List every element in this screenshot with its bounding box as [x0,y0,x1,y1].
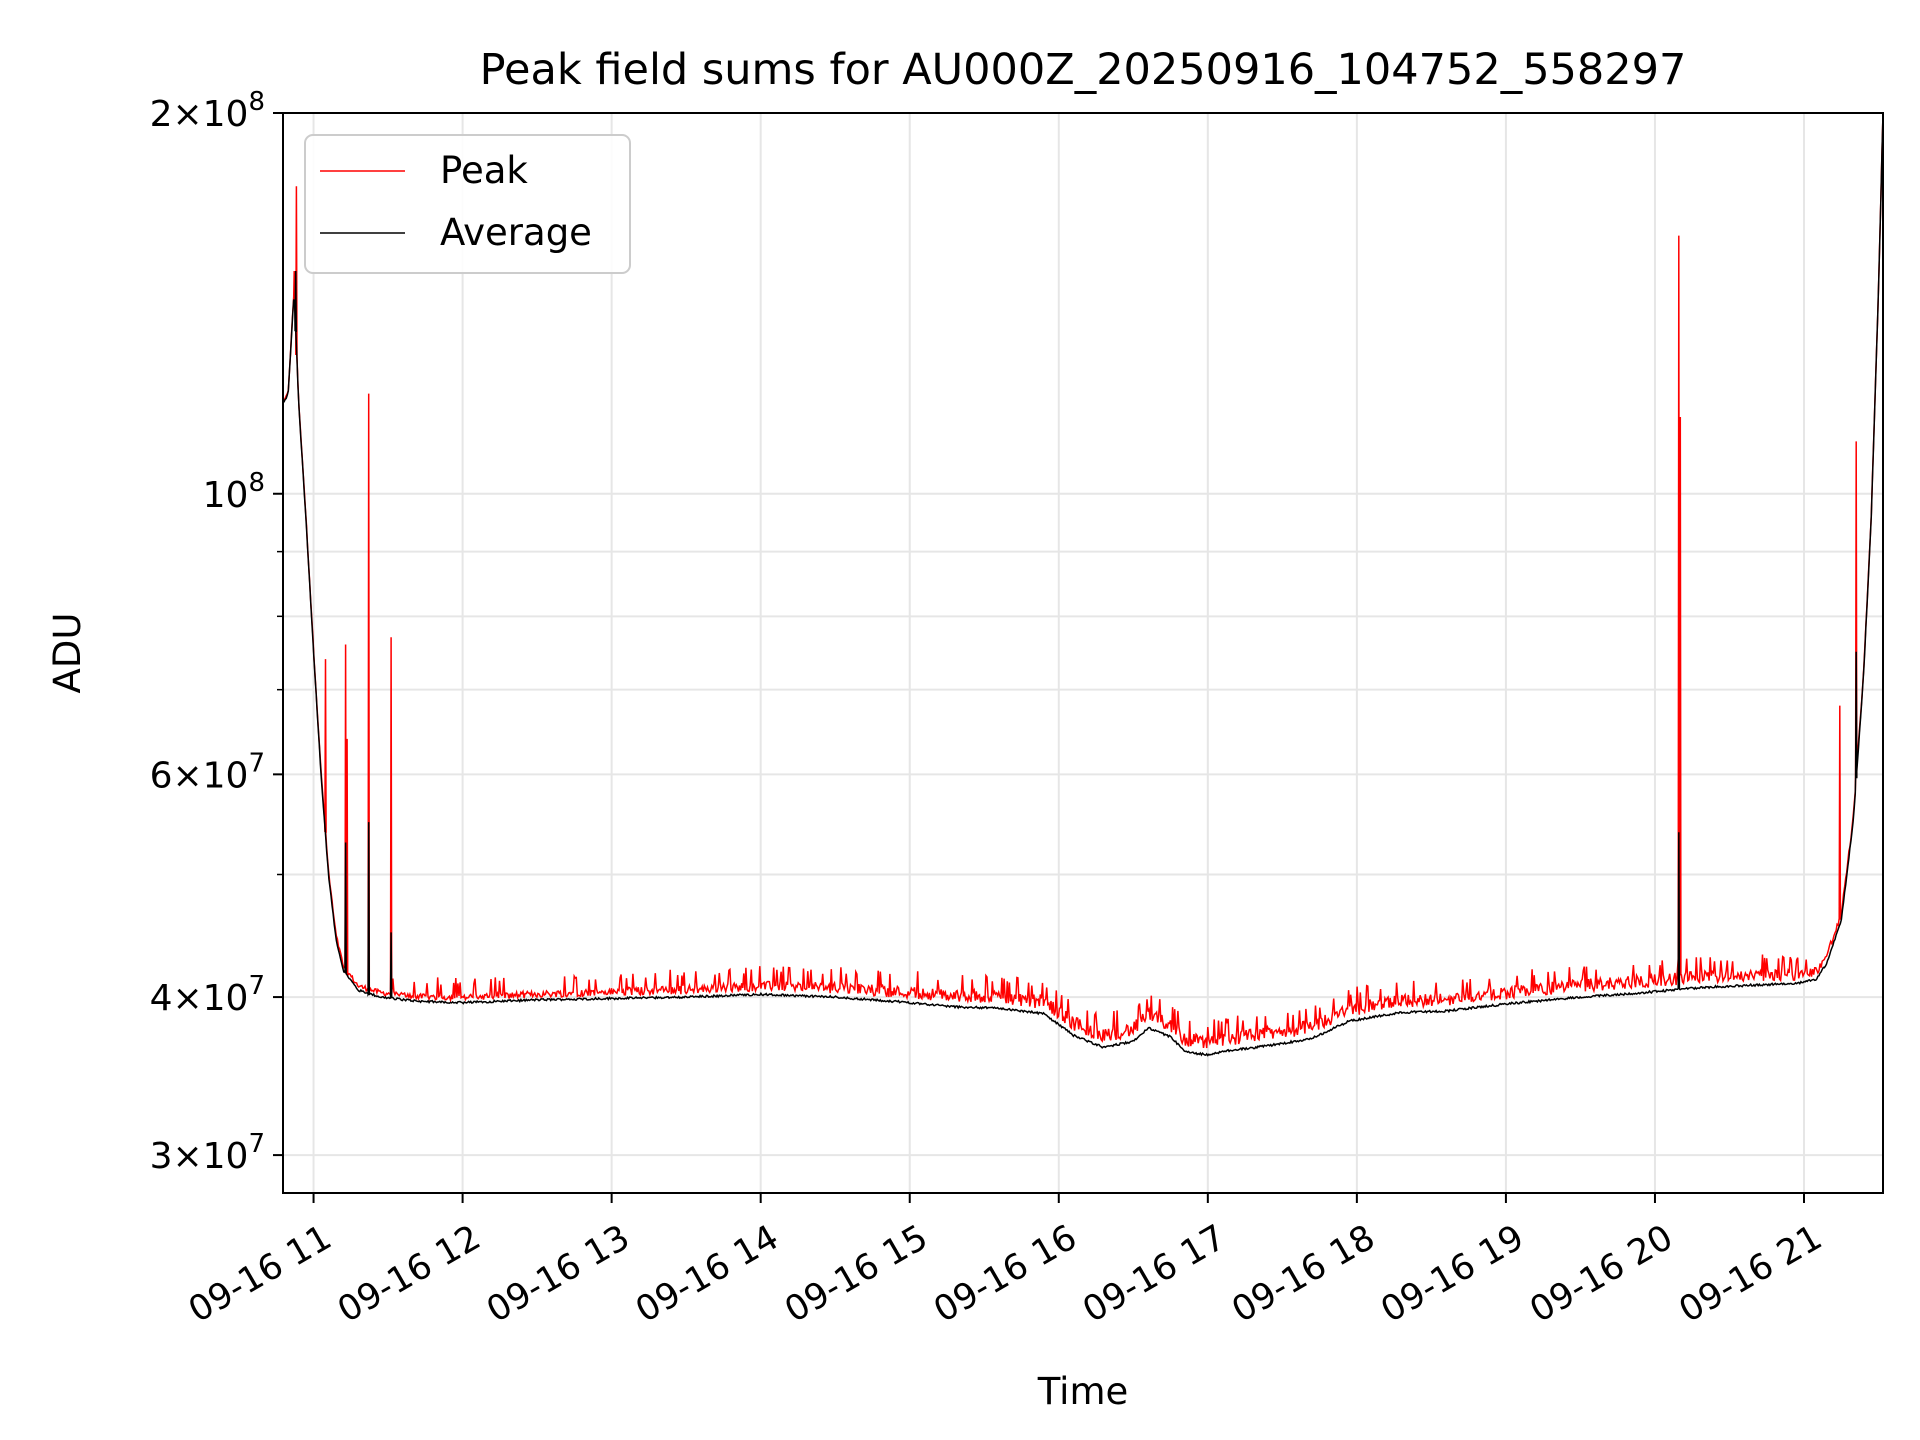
y-tick-label: 3×107 [150,1129,265,1177]
plot-area [283,113,1883,1057]
plot-frame [282,112,1884,1194]
y-axis-label: ADU [46,613,89,694]
grid [283,113,1883,1193]
x-axis-label: Time [1037,1370,1129,1413]
y-tick-label: 108 [203,468,265,516]
legend-average-label: Average [440,211,592,254]
y-tick-label: 6×107 [150,748,265,796]
legend-peak-label: Peak [440,149,528,192]
average-series-line [283,113,1883,1057]
y-tick-label: 2×108 [150,87,265,135]
y-tick-label: 4×107 [150,971,265,1019]
legend: Peak Average [304,134,631,274]
peak-series-line [283,113,1883,1049]
y-axis-ticks: 3×107 4×107 6×107 108 2×108 [150,87,283,1177]
legend-box [304,134,631,274]
chart-title: Peak field sums for AU000Z_20250916_1047… [480,45,1687,95]
plot-lines [283,113,1883,1057]
